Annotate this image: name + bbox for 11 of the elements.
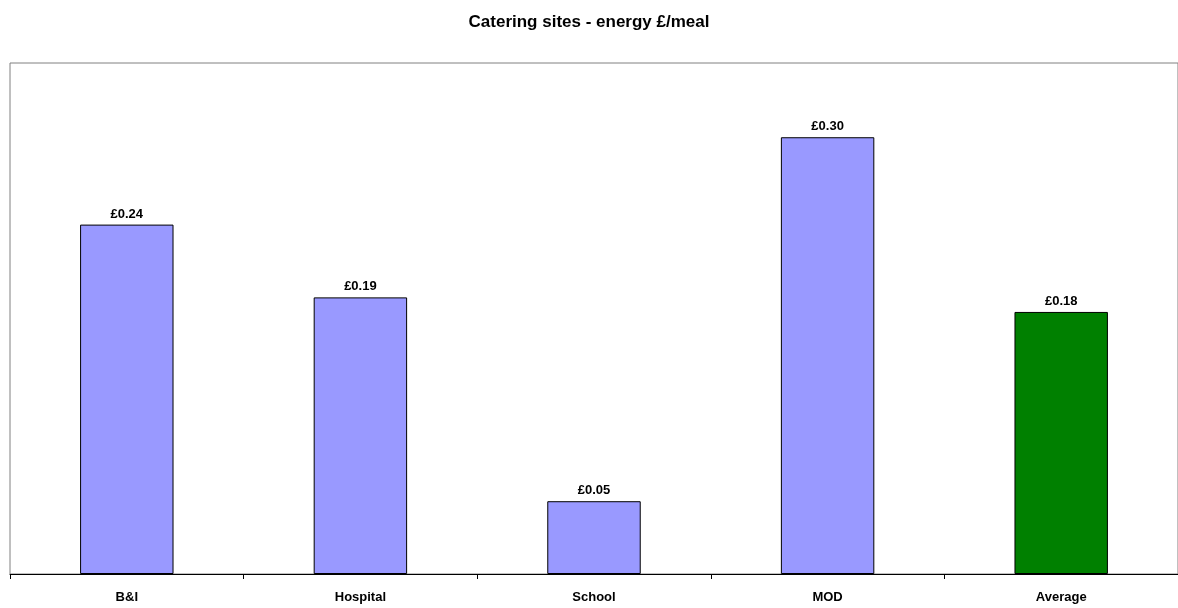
x-tick-label: School [572, 589, 616, 604]
x-tick-label: Hospital [334, 589, 387, 604]
x-tick-label: Average [1035, 589, 1087, 604]
x-tick-label: B&I [115, 589, 138, 604]
data-label: £0.05 [577, 482, 611, 498]
x-tick-label: MOD [812, 589, 843, 604]
data-label: £0.18 [1044, 292, 1078, 308]
data-label: £0.30 [811, 118, 844, 134]
data-label: £0.19 [344, 278, 377, 294]
chart-title: Catering sites - energy £/meal [468, 12, 710, 31]
data-label: £0.24 [110, 205, 144, 221]
